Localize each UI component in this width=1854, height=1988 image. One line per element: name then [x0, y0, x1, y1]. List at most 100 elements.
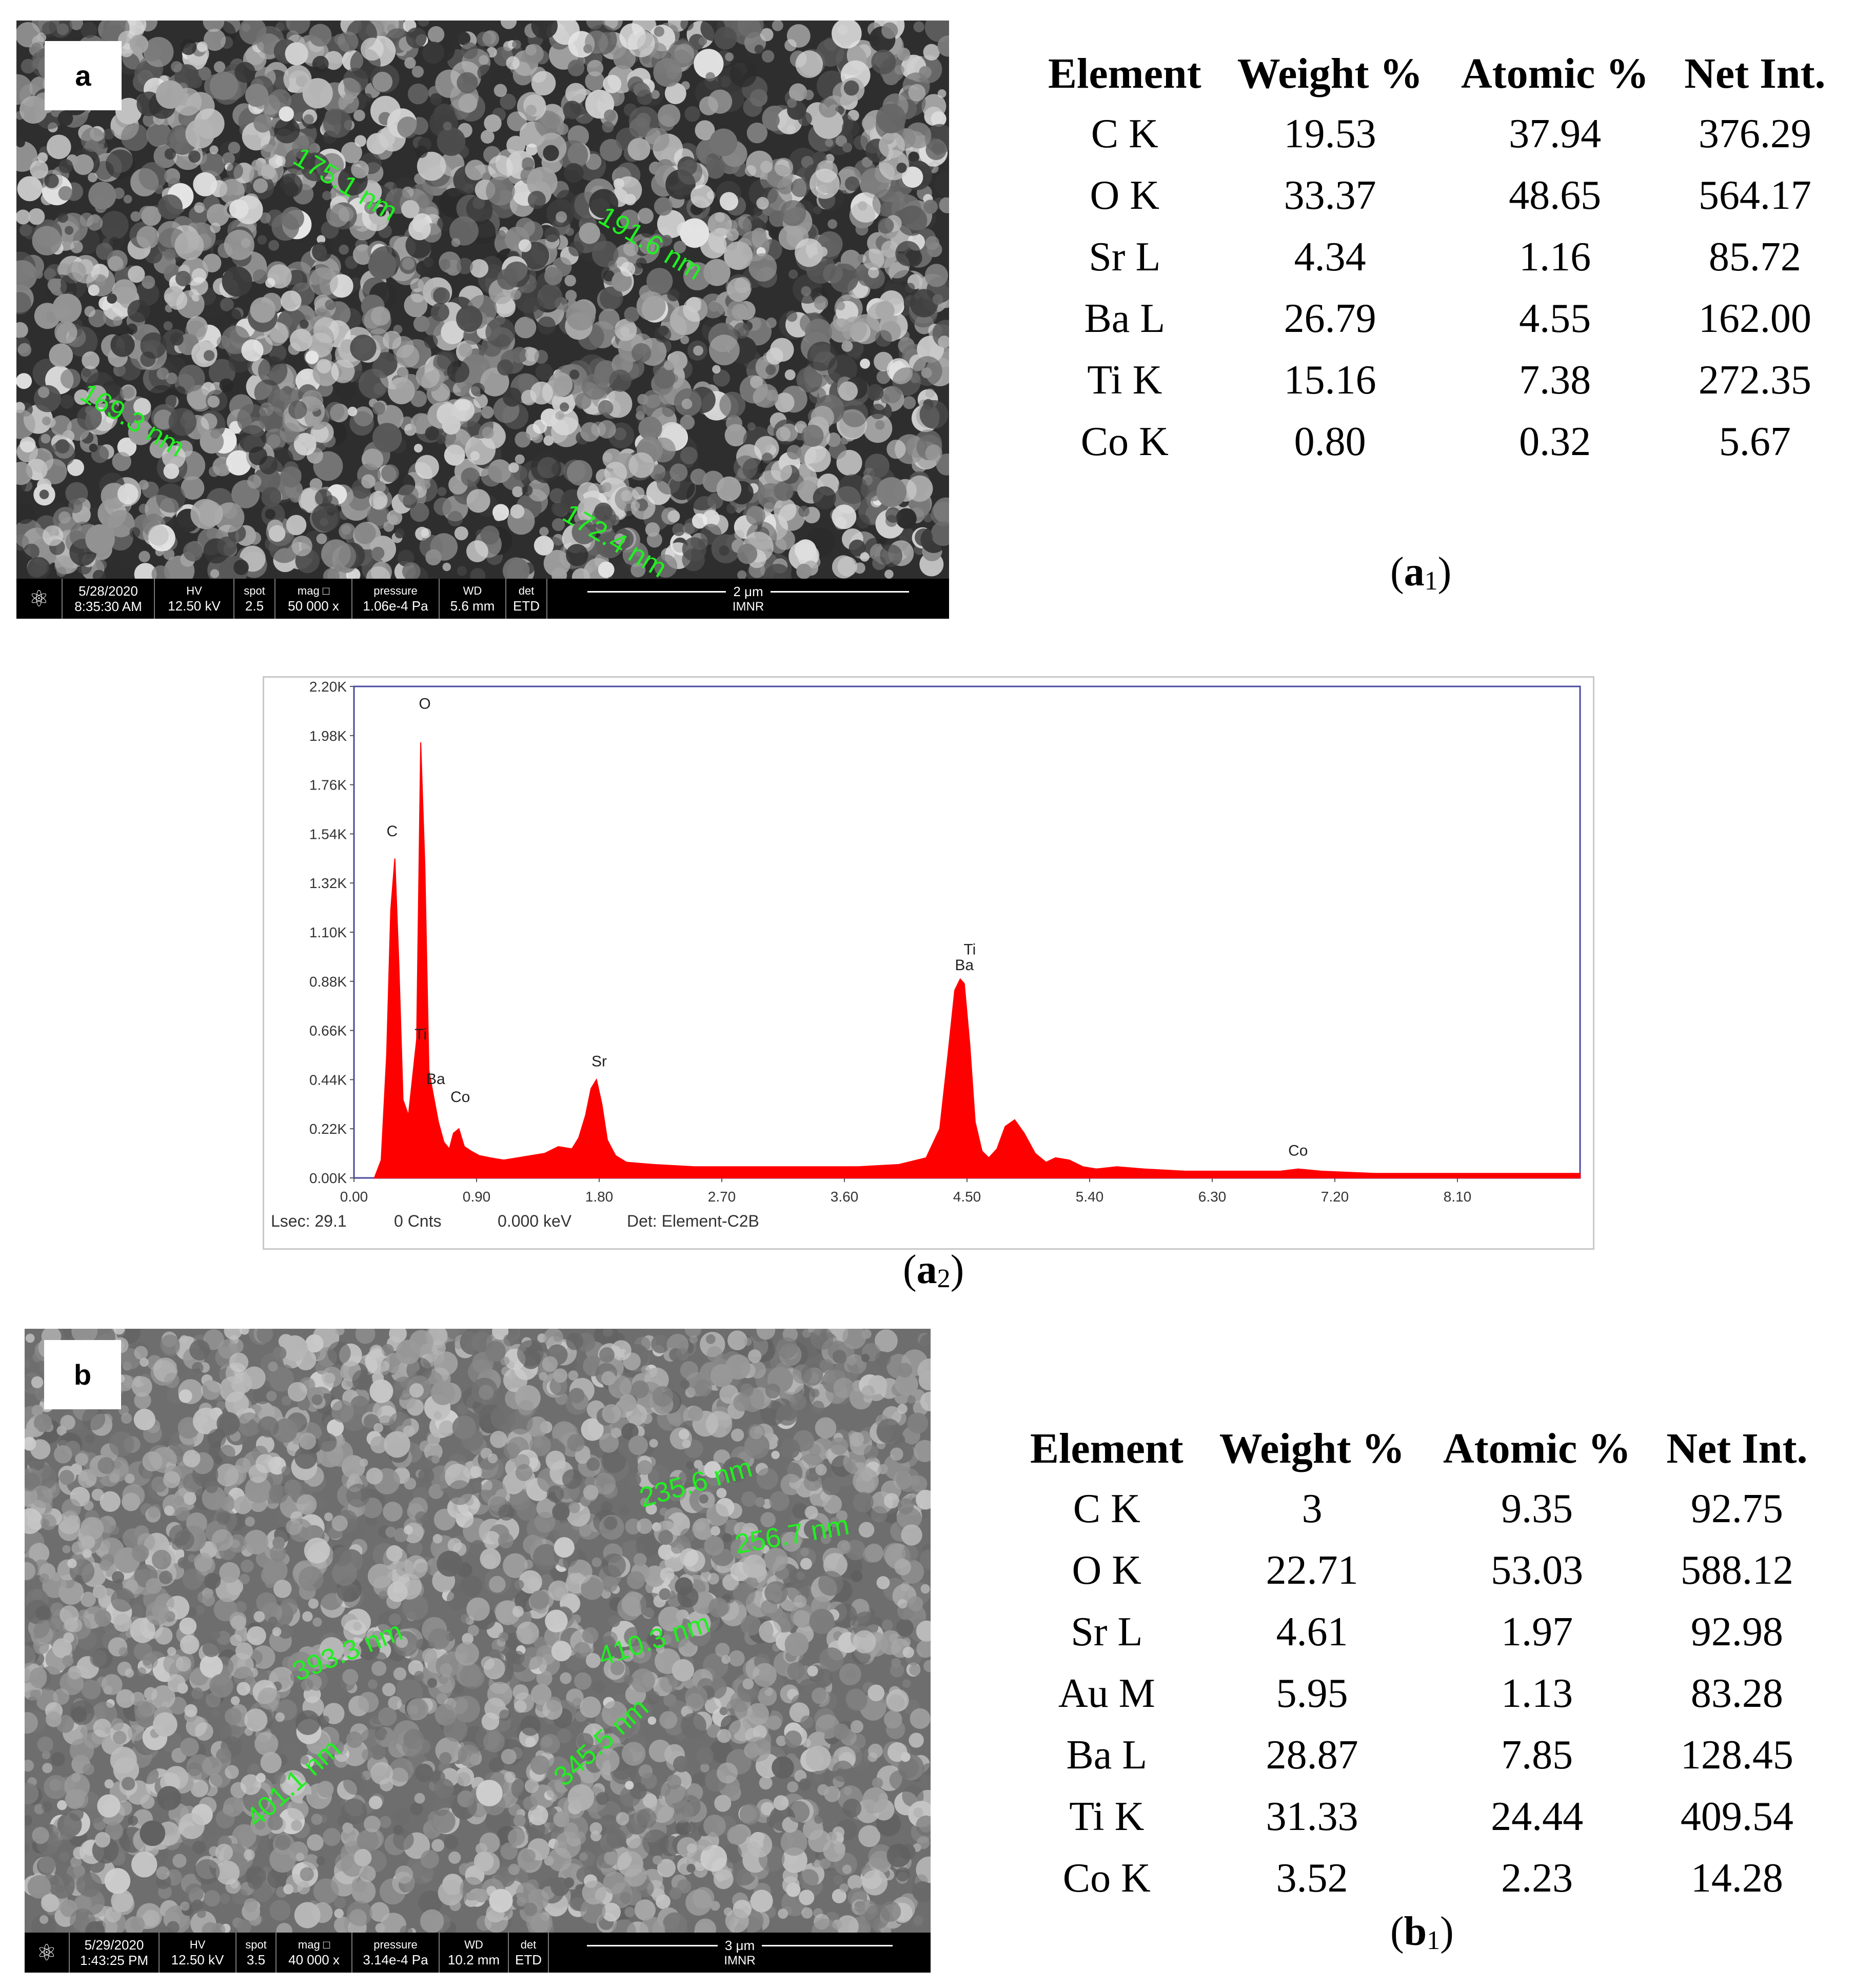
table-cell: 1.13	[1501, 1670, 1573, 1716]
table-cell: 28.87	[1266, 1732, 1358, 1778]
table-cell: 2.23	[1501, 1855, 1573, 1901]
caption-b1: (b1)	[1390, 1909, 1454, 1955]
table-cell: C K	[1073, 1486, 1140, 1531]
x-tick-label: 0.00	[340, 1189, 368, 1205]
sem-info-bar-b: ⚛ 5/29/2020 1:43:25 PM HV 12.50 kV spot 3.5…	[25, 1933, 931, 1973]
sem-date: 5/28/2020	[78, 583, 138, 599]
fei-logo-icon: ⚛	[29, 586, 49, 612]
table-cell: 4.34	[1294, 234, 1366, 280]
spectrum-detector: Det: Element-C2B	[627, 1212, 759, 1230]
table-header-cell: Weight %	[1219, 1424, 1405, 1472]
y-tick-label: 0.22K	[309, 1121, 347, 1137]
table-cell: 7.38	[1519, 357, 1591, 403]
table-row: Ti K 31.33 24.44 409.54	[1013, 1786, 1824, 1847]
table-cell: 376.29	[1698, 111, 1811, 156]
sem-image-a: a 175.1 nm 191.6 nm 169.3 nm 172.4 nm ⚛ …	[16, 21, 949, 619]
table-cell: 0.32	[1519, 419, 1591, 464]
peak-label: Co	[1288, 1142, 1308, 1159]
caption-a2: (a2)	[903, 1247, 964, 1293]
sem-info-bar-a: ⚛ 5/28/2020 8:35:30 AM HV 12.50 kV spot 2.5…	[16, 579, 949, 619]
spectrum-counts: 0 Cnts	[394, 1212, 442, 1230]
x-tick-label: 5.40	[1076, 1189, 1104, 1205]
y-tick-label: 0.44K	[309, 1072, 347, 1088]
table-row: Sr L 4.61 1.97 92.98	[1013, 1601, 1824, 1663]
table-cell: 22.71	[1266, 1547, 1358, 1593]
y-tick-label: 1.10K	[309, 924, 347, 940]
y-tick-label: 1.32K	[309, 875, 347, 891]
x-tick-label: 7.20	[1321, 1189, 1349, 1205]
table-cell: 83.28	[1690, 1670, 1783, 1716]
table-row: O K 22.71 53.03 588.12	[1013, 1540, 1824, 1601]
peak-label: O	[419, 696, 430, 713]
table-row: O K 33.37 48.65 564.17	[1031, 165, 1842, 226]
scale-bar-label: 2 μm	[733, 583, 763, 599]
sem-image-b: b 235.6 nm 256.7 nm 393.3 nm 410.3 nm 40…	[25, 1329, 931, 1973]
table-cell: 7.85	[1501, 1732, 1573, 1778]
table-header-row: Element Weight % Atomic % Net Int.	[1031, 44, 1842, 103]
table-cell: 5.67	[1719, 419, 1791, 464]
peak-label: Ti	[963, 941, 976, 958]
y-tick-label: 1.54K	[309, 826, 347, 842]
panel-letter-a: a	[45, 41, 122, 110]
table-cell: 19.53	[1284, 111, 1376, 156]
table-cell: 14.28	[1690, 1855, 1783, 1901]
table-cell: 26.79	[1284, 296, 1376, 341]
table-header-cell: Net Int.	[1666, 1424, 1808, 1472]
peak-label: Co	[450, 1089, 470, 1106]
table-row: Au M 5.95 1.13 83.28	[1013, 1663, 1824, 1724]
x-tick-label: 6.30	[1198, 1189, 1227, 1205]
table-cell: Co K	[1080, 419, 1169, 464]
table-header-cell: Weight %	[1237, 49, 1423, 97]
y-tick-label: 0.66K	[309, 1023, 347, 1039]
table-cell: Ti K	[1069, 1794, 1145, 1839]
scale-bar-label: 3 μm	[724, 1937, 755, 1953]
table-cell: 162.00	[1698, 296, 1811, 341]
table-cell: O K	[1090, 172, 1160, 218]
y-tick-label: 2.20K	[309, 679, 347, 695]
x-tick-label: 3.60	[831, 1189, 859, 1205]
spectrum-plot: 0.00K 0.22K 0.44K 0.66K 0.88K 1.10K 1.32K 1.54K…	[309, 679, 1581, 1205]
table-cell: 4.61	[1276, 1609, 1348, 1655]
y-tick-label: 1.76K	[309, 777, 347, 793]
sem-date: 5/29/2020	[84, 1937, 144, 1953]
table-cell: 85.72	[1708, 234, 1801, 280]
spectrum-series	[373, 742, 1581, 1178]
sem-time: 1:43:25 PM	[80, 1953, 148, 1968]
table-header-cell: Atomic %	[1443, 1424, 1631, 1472]
sem-texture-a	[16, 21, 949, 579]
x-tick-label: 1.80	[585, 1189, 614, 1205]
table-cell: 1.97	[1501, 1609, 1573, 1655]
table-row: C K 19.53 37.94 376.29	[1031, 103, 1842, 165]
peak-label: Sr	[591, 1053, 607, 1070]
sem-texture-b	[25, 1329, 931, 1933]
eds-table-a1: Element Weight % Atomic % Net Int. C K 19.53…	[1031, 44, 1842, 473]
fei-logo-icon: ⚛	[36, 1940, 57, 1965]
y-tick-label: 0.00K	[309, 1170, 347, 1186]
table-cell: Ba L	[1084, 296, 1166, 341]
table-cell: 272.35	[1698, 357, 1811, 403]
table-cell: 564.17	[1698, 172, 1811, 218]
table-cell: 3	[1301, 1486, 1323, 1531]
table-cell: Co K	[1062, 1855, 1151, 1901]
table-cell: Sr L	[1071, 1609, 1143, 1655]
table-cell: Au M	[1058, 1670, 1155, 1716]
table-cell: 5.95	[1276, 1670, 1348, 1716]
table-cell: C K	[1091, 111, 1158, 156]
peak-label: Ba	[955, 957, 974, 974]
peak-label: Ti	[415, 1026, 427, 1043]
table-cell: 128.45	[1680, 1732, 1793, 1778]
table-header-cell: Element	[1030, 1424, 1184, 1472]
table-cell: Sr L	[1089, 234, 1161, 280]
table-header-row: Element Weight % Atomic % Net Int.	[1013, 1419, 1824, 1478]
table-row: Co K 0.80 0.32 5.67	[1031, 411, 1842, 473]
table-cell: O K	[1072, 1547, 1142, 1593]
x-tick-label: 8.10	[1444, 1189, 1472, 1205]
table-row: Ti K 15.16 7.38 272.35	[1031, 349, 1842, 411]
table-row: Sr L 4.34 1.16 85.72	[1031, 226, 1842, 288]
peak-label: C	[387, 823, 398, 840]
table-cell: 3.52	[1276, 1855, 1348, 1901]
table-row: C K 3 9.35 92.75	[1013, 1478, 1824, 1540]
panel-letter-b: b	[44, 1340, 121, 1409]
sem-time: 8:35:30 AM	[74, 599, 142, 614]
table-cell: 409.54	[1680, 1794, 1793, 1839]
